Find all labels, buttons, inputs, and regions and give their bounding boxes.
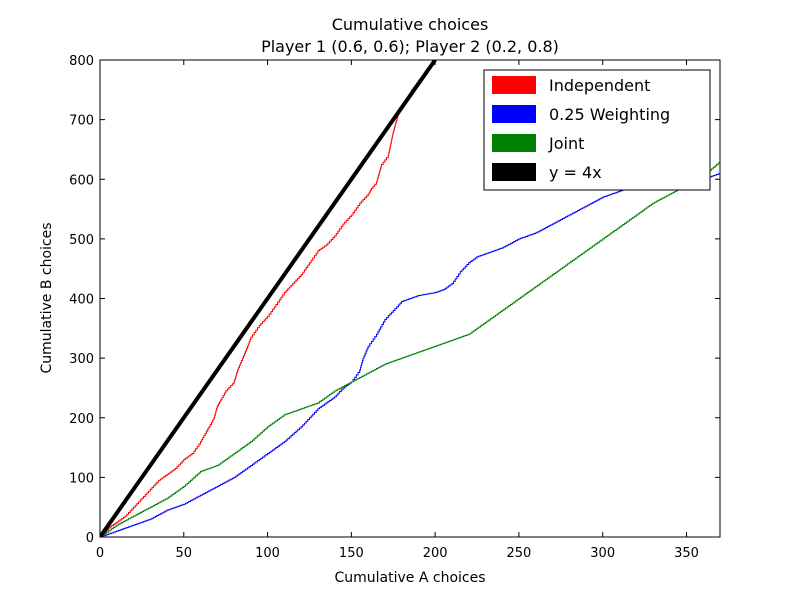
legend-swatch xyxy=(492,76,536,94)
x-tick-label: 150 xyxy=(339,546,364,561)
y-axis-title: Cumulative B choices xyxy=(39,222,55,373)
legend-swatch xyxy=(492,105,536,123)
x-tick-label: 100 xyxy=(255,546,280,561)
series-line-independent xyxy=(100,60,436,537)
x-tick-label: 200 xyxy=(423,546,448,561)
chart-subtitle: Player 1 (0.6, 0.6); Player 2 (0.2, 0.8) xyxy=(261,37,559,56)
series-line-y-4x xyxy=(100,60,437,537)
legend-label: Joint xyxy=(548,134,584,153)
series-line-joint xyxy=(100,161,720,537)
ticks-group: 0 50 100 150 200 250 300 350 0 100 200 300 400 500 600… xyxy=(69,54,720,561)
legend-swatch xyxy=(492,163,536,181)
plot-frame xyxy=(99,59,721,538)
x-tick-label: 0 xyxy=(96,546,104,561)
legend-label: Independent xyxy=(549,76,650,95)
legend-label: y = 4x xyxy=(549,163,602,182)
y-tick-label: 500 xyxy=(69,233,94,248)
y-tick-label: 300 xyxy=(69,352,94,367)
y-tick-label: 800 xyxy=(69,54,94,69)
x-tick-label: 350 xyxy=(674,546,699,561)
x-axis-title: Cumulative A choices xyxy=(334,570,485,586)
x-tick-label: 250 xyxy=(507,546,532,561)
y-tick-label: 0 xyxy=(86,531,94,546)
series-line-0-25-weighting xyxy=(100,173,720,537)
x-tick-label: 50 xyxy=(176,546,193,561)
y-tick-label: 400 xyxy=(69,293,94,308)
y-tick-label: 100 xyxy=(69,471,94,486)
chart-title: Cumulative choices xyxy=(332,15,489,34)
series-group xyxy=(100,60,720,537)
y-tick-label: 200 xyxy=(69,412,94,427)
y-tick-label: 700 xyxy=(69,114,94,129)
legend: Independent 0.25 Weighting Joint y = 4x xyxy=(483,69,711,191)
legend-label: 0.25 Weighting xyxy=(549,105,670,124)
x-tick-label: 300 xyxy=(590,546,615,561)
y-tick-label: 600 xyxy=(69,173,94,188)
legend-swatch xyxy=(492,134,536,152)
